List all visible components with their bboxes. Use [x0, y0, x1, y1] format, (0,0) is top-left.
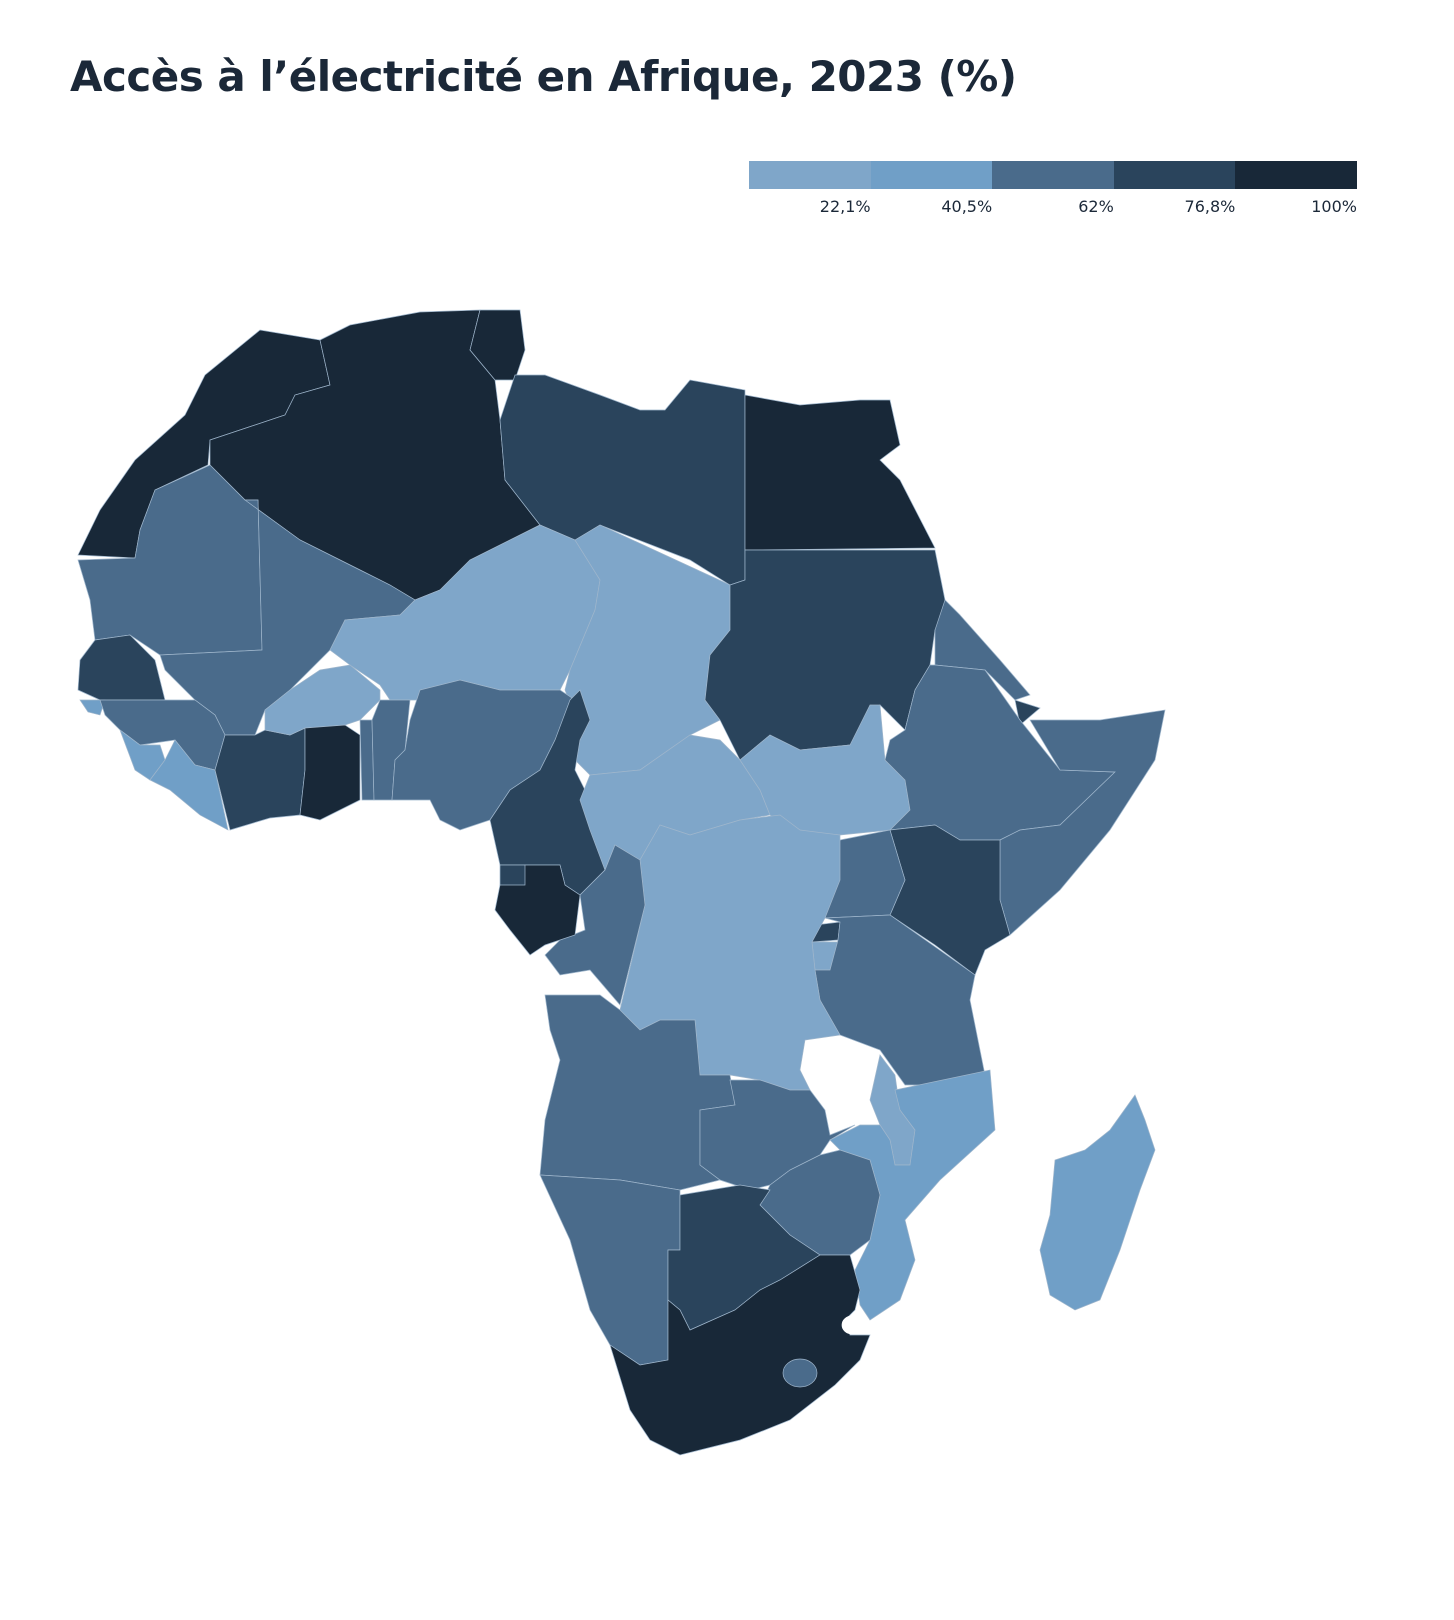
legend-tick: 100% — [1311, 197, 1357, 216]
legend-swatch — [870, 161, 993, 189]
legend-swatch — [1113, 161, 1236, 189]
djibouti[interactable] — [1014, 699, 1041, 726]
lesotho[interactable] — [782, 1358, 818, 1388]
legend-tick: 40,5% — [941, 197, 993, 216]
legend-tick: 22,1% — [819, 197, 871, 216]
namibia[interactable] — [539, 1174, 681, 1366]
burkina-faso[interactable] — [264, 664, 381, 736]
legend-swatch — [749, 161, 871, 189]
color-legend: 22,1% 40,5% 62% 76,8% 100% — [749, 161, 1357, 216]
senegal[interactable] — [77, 634, 166, 701]
guinea-bissau[interactable] — [79, 699, 106, 716]
legend-swatch — [1235, 161, 1357, 189]
madagascar[interactable] — [1039, 1094, 1156, 1311]
equatorial-guinea[interactable] — [499, 864, 526, 886]
legend-tick: 76,8% — [1184, 197, 1236, 216]
ghana[interactable] — [299, 724, 361, 821]
map-title: Accès à l’électricité en Afrique, 2023 (… — [70, 52, 1017, 101]
congo[interactable] — [544, 844, 646, 1006]
mauritania[interactable] — [77, 464, 263, 656]
legend-tick: 62% — [1078, 197, 1114, 216]
togo[interactable] — [359, 719, 375, 801]
legend-bar — [749, 161, 1357, 189]
legend-swatch — [992, 161, 1114, 189]
tanzania[interactable] — [814, 914, 986, 1086]
egypt[interactable] — [744, 394, 936, 551]
gabon[interactable] — [494, 864, 581, 956]
south-africa[interactable] — [609, 1254, 871, 1456]
eswatini-no-data — [841, 1315, 863, 1335]
cote-divoire[interactable] — [214, 727, 306, 831]
